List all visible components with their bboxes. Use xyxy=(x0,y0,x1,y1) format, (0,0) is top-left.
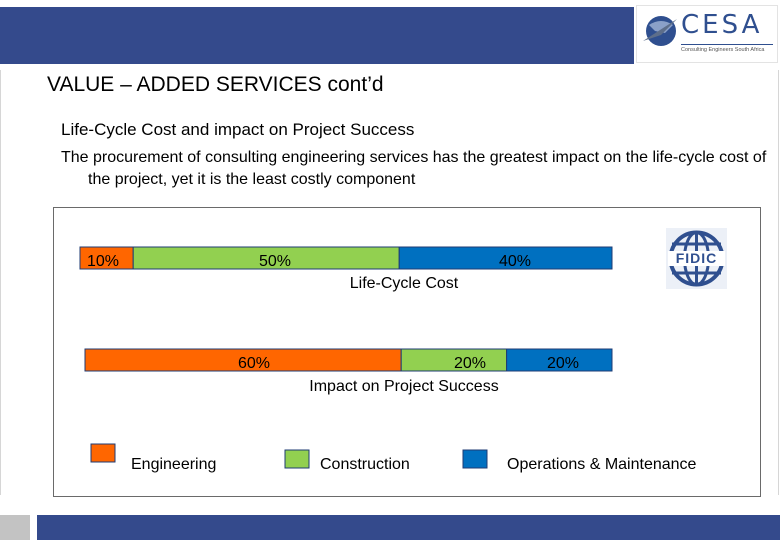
footer-band xyxy=(37,515,780,540)
data-label-0-0: 10% xyxy=(87,253,119,270)
legend-swatch-1 xyxy=(284,449,310,469)
cesa-logo-tagline: Consulting Engineers South Africa xyxy=(681,47,765,53)
cesa-logo-text: CESA xyxy=(681,10,763,40)
data-label-0-1: 50% xyxy=(259,253,291,270)
slide-subtitle: Life-Cycle Cost and impact on Project Su… xyxy=(61,120,415,139)
fidic-logo: FIDIC xyxy=(666,228,727,289)
data-label-1-0: 60% xyxy=(238,355,270,372)
legend-swatch-0 xyxy=(90,443,116,463)
left-rule xyxy=(0,70,1,495)
bar-0-2 xyxy=(398,246,613,270)
legend-label-0: Engineering xyxy=(131,456,216,473)
data-label-1-2: 20% xyxy=(547,355,579,372)
legend-swatch-2 xyxy=(462,449,488,469)
legend-label-1: Construction xyxy=(320,456,410,473)
fidic-globe-icon xyxy=(668,230,725,287)
cesa-globe-icon xyxy=(643,16,677,46)
logo-rule xyxy=(681,44,773,45)
right-rule xyxy=(778,70,779,495)
header-band xyxy=(0,7,634,64)
chart-frame xyxy=(53,207,761,497)
data-label-0-2: 40% xyxy=(499,253,531,270)
bar-1-2 xyxy=(506,348,613,372)
body-paragraph: The procurement of consulting engineerin… xyxy=(61,149,767,188)
fidic-logo-text: FIDIC xyxy=(675,250,718,266)
cesa-logo: CESA Consulting Engineers South Africa xyxy=(636,5,778,63)
category-label-1: Impact on Project Success xyxy=(309,378,498,395)
legend-label-2: Operations & Maintenance xyxy=(507,456,697,473)
data-label-1-1: 20% xyxy=(454,355,486,372)
category-label-0: Life-Cycle Cost xyxy=(350,275,459,292)
slide-title: VALUE – ADDED SERVICES cont’d xyxy=(47,73,384,96)
footer-square xyxy=(0,515,30,540)
